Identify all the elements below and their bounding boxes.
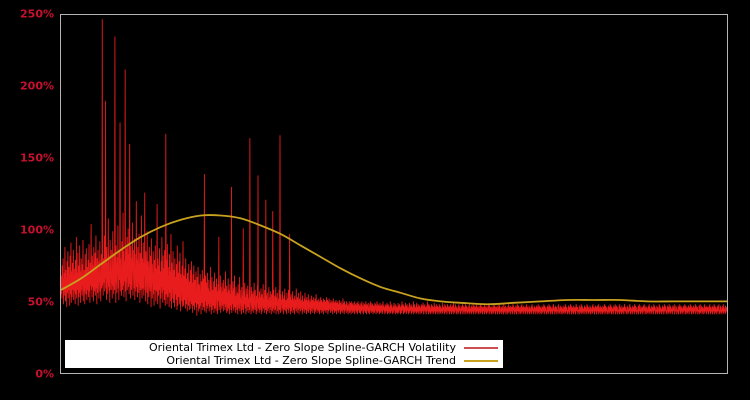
- chart-svg: [61, 15, 727, 373]
- legend-label-volatility: Oriental Trimex Ltd - Zero Slope Spline-…: [148, 341, 456, 354]
- legend-swatch-trend: [464, 359, 498, 362]
- trend-series-group: [61, 215, 727, 304]
- legend-swatch-volatility: [464, 346, 498, 349]
- volatility-line: [61, 19, 727, 315]
- trend-line: [61, 215, 727, 304]
- y-tick-label: 50%: [27, 295, 54, 309]
- volatility-series-group: [61, 19, 727, 315]
- plot-area: [60, 14, 728, 374]
- y-tick-label: 150%: [20, 151, 54, 165]
- chart-legend: Oriental Trimex Ltd - Zero Slope Spline-…: [65, 340, 503, 368]
- legend-row-trend: Oriental Trimex Ltd - Zero Slope Spline-…: [65, 354, 503, 367]
- y-axis-tick-labels: 0% 50% 100% 150% 200% 250%: [0, 0, 54, 400]
- y-tick-label: 100%: [20, 223, 54, 237]
- y-tick-label: 250%: [20, 7, 54, 21]
- y-tick-label: 0%: [35, 367, 54, 381]
- legend-label-trend: Oriental Trimex Ltd - Zero Slope Spline-…: [166, 354, 456, 367]
- y-tick-label: 200%: [20, 79, 54, 93]
- legend-row-volatility: Oriental Trimex Ltd - Zero Slope Spline-…: [65, 341, 503, 354]
